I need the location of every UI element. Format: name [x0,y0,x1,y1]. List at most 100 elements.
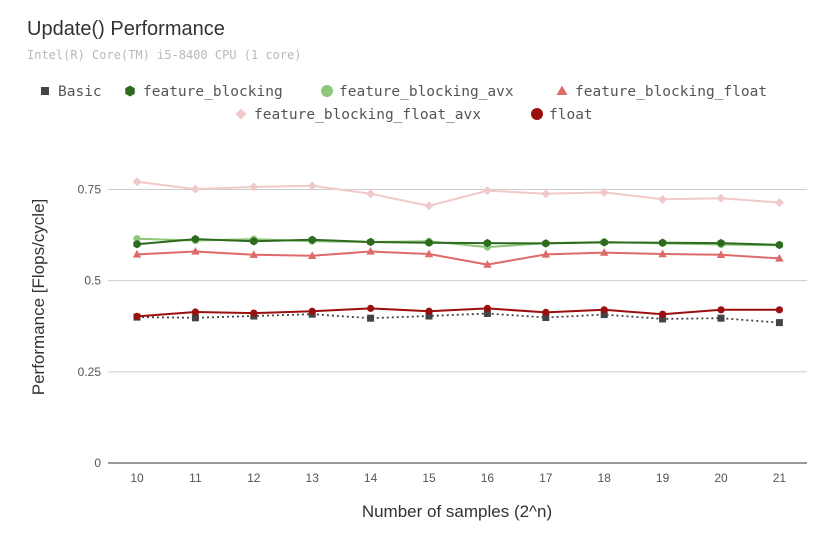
data-point [250,237,258,246]
data-point [482,186,492,196]
data-point [541,249,550,258]
x-tick-label: 21 [773,471,787,485]
data-point [600,248,609,256]
y-tick-label: 0 [94,456,101,470]
legend-label: feature_blocking_float_avx [254,107,481,123]
y-tick-label: 0.25 [78,365,102,379]
data-point [133,239,141,249]
legend-item-feature-blocking-float-avx[interactable]: feature_blocking_float_avx [235,107,482,123]
y-tick-label: 0.5 [84,274,101,288]
diamond-marker-icon [235,108,247,120]
x-tick-label: 19 [656,471,670,485]
legend-label: feature_blocking_float [575,84,767,100]
legend-item-float[interactable]: float [531,107,593,123]
chart-subtitle: Intel(R) Core(TM) i5-8400 CPU (1 core) [27,48,302,62]
data-point [658,194,668,204]
data-point [132,249,142,258]
series-feature-blocking-float [132,246,784,268]
data-point [716,193,726,203]
data-point [717,306,725,314]
y-axis-label: Performance [Flops/cycle] [29,199,48,396]
data-point [132,177,142,187]
data-point [716,250,726,258]
data-point [191,234,200,244]
hexagon-marker-icon [125,85,135,97]
data-point [425,307,433,315]
data-point [775,240,784,250]
x-tick-label: 14 [364,471,378,485]
x-axis-label: Number of samples (2^n) [362,502,552,521]
series-feature-blocking [133,234,784,250]
data-point [717,238,725,248]
data-point [308,235,316,244]
data-point [775,253,784,262]
data-point [133,312,141,320]
data-point [250,309,258,317]
series-line [136,307,780,318]
legend-item-feature-blocking-avx[interactable]: feature_blocking_avx [321,84,514,100]
data-point [190,184,200,194]
data-point [424,249,434,258]
data-point [367,314,375,322]
y-axis-ticks: 0 0.25 0.5 0.75 [78,182,102,470]
series-float [133,304,784,320]
series-line [136,250,780,266]
circle-marker-icon [531,108,543,120]
data-point [659,315,667,323]
series-line [136,238,780,246]
data-point [542,239,550,248]
data-point [366,246,375,255]
data-point [774,198,784,208]
data-point [367,304,375,312]
data-point [249,182,259,192]
data-point [600,311,608,319]
data-point [424,201,434,211]
data-point [483,238,492,248]
legend-label: feature_blocking [143,84,283,100]
data-point [425,238,433,247]
x-tick-label: 18 [598,471,612,485]
data-point [541,189,551,199]
x-tick-label: 15 [422,471,436,485]
triangle-marker-icon [556,85,568,95]
data-point [191,308,199,316]
series-line [136,312,780,324]
data-point [542,313,550,321]
data-point [191,246,200,255]
data-point [133,235,141,243]
square-marker-icon [41,87,49,95]
data-point [775,306,784,314]
data-point [425,312,433,320]
data-point [775,319,783,327]
series-line [136,180,780,207]
data-point [542,308,550,316]
circle-marker-icon [321,85,333,97]
x-tick-label: 20 [714,471,728,485]
legend-item-feature-blocking-float[interactable]: feature_blocking_float [556,84,768,100]
data-point [366,237,375,247]
legend-label: float [549,107,593,123]
x-tick-label: 13 [306,471,320,485]
legend-item-Basic[interactable]: Basic [41,84,102,100]
data-point [658,238,667,247]
data-point [600,238,608,247]
data-point [717,314,725,322]
data-point [307,181,317,191]
data-point [483,309,491,317]
data-point [366,189,376,199]
legend: Basic feature_blocking feature_blocking_av… [41,84,767,123]
y-tick-label: 0.75 [78,182,102,196]
data-point [191,314,199,322]
data-point [249,250,258,258]
data-point [600,306,608,314]
x-tick-label: 10 [130,471,144,485]
data-point [658,249,667,258]
x-tick-label: 11 [189,471,202,485]
legend-item-feature-blocking[interactable]: feature_blocking [125,84,283,100]
data-point [308,251,317,260]
series-feature-blocking-float-avx [132,177,784,211]
data-point [308,307,316,315]
legend-label: Basic [58,84,102,100]
data-point [483,304,491,312]
